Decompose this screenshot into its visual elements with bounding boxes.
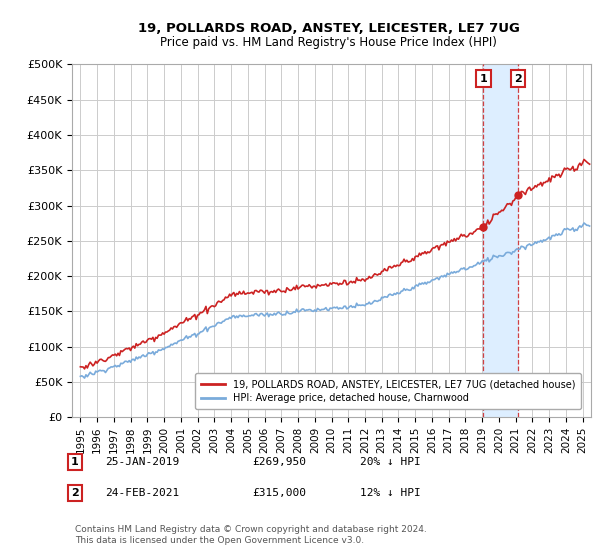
Text: 25-JAN-2019: 25-JAN-2019 — [105, 457, 179, 467]
Text: Contains HM Land Registry data © Crown copyright and database right 2024.
This d: Contains HM Land Registry data © Crown c… — [75, 525, 427, 545]
Text: 19, POLLARDS ROAD, ANSTEY, LEICESTER, LE7 7UG: 19, POLLARDS ROAD, ANSTEY, LEICESTER, LE… — [138, 22, 520, 35]
Text: 2: 2 — [514, 73, 522, 83]
Text: Price paid vs. HM Land Registry's House Price Index (HPI): Price paid vs. HM Land Registry's House … — [160, 36, 497, 49]
Text: 20% ↓ HPI: 20% ↓ HPI — [360, 457, 421, 467]
Text: 12% ↓ HPI: 12% ↓ HPI — [360, 488, 421, 498]
Text: 24-FEB-2021: 24-FEB-2021 — [105, 488, 179, 498]
Text: 1: 1 — [71, 457, 79, 467]
Text: 2: 2 — [71, 488, 79, 498]
Bar — [484, 64, 518, 417]
Text: £315,000: £315,000 — [252, 488, 306, 498]
Legend: 19, POLLARDS ROAD, ANSTEY, LEICESTER, LE7 7UG (detached house), HPI: Average pri: 19, POLLARDS ROAD, ANSTEY, LEICESTER, LE… — [194, 374, 581, 409]
Text: £269,950: £269,950 — [252, 457, 306, 467]
Text: 1: 1 — [479, 73, 487, 83]
